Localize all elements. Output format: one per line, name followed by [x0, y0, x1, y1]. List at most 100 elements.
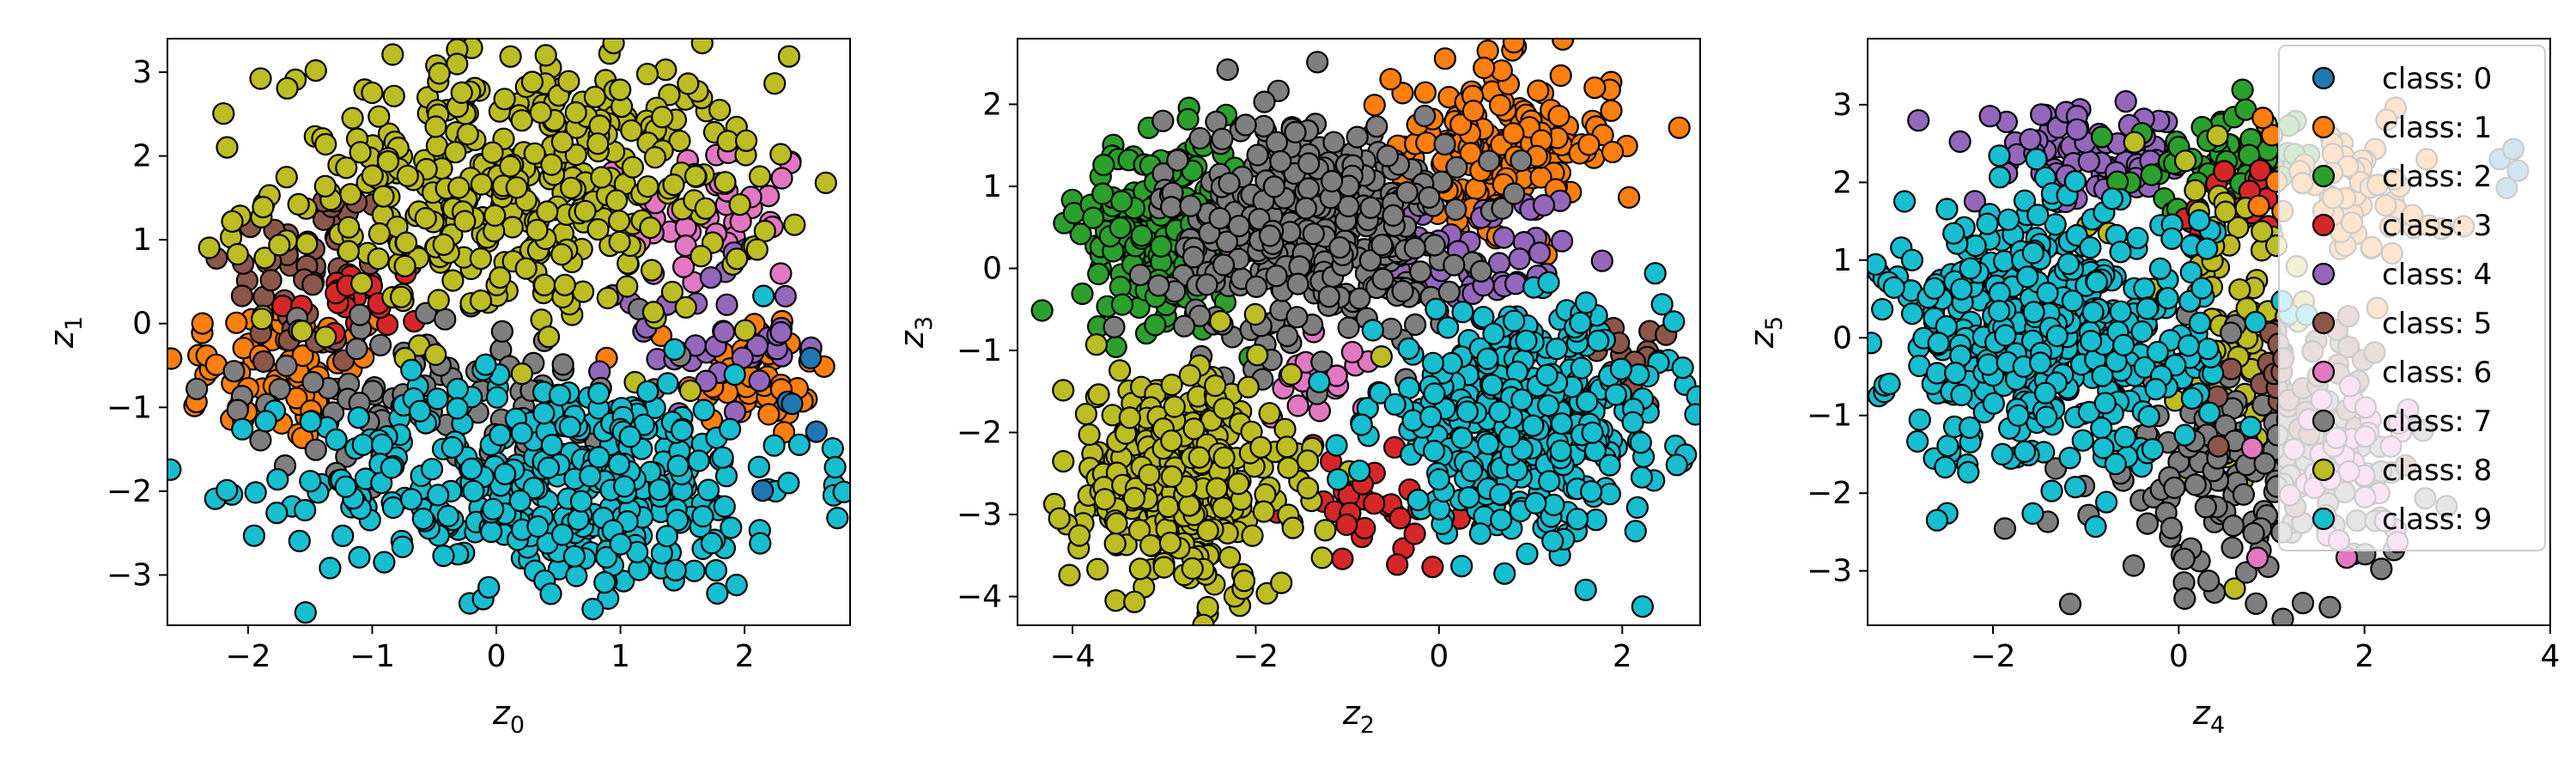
point [1577, 133, 1601, 156]
point [1598, 453, 1621, 477]
point [1058, 563, 1081, 587]
point [335, 156, 358, 180]
point [1286, 272, 1309, 295]
point [666, 454, 690, 478]
point [1279, 362, 1303, 386]
point [1359, 196, 1382, 219]
point [191, 312, 214, 335]
point [1188, 304, 1212, 327]
point [485, 386, 509, 409]
point [400, 358, 423, 381]
y-tick-label: 2 [1832, 165, 1852, 200]
point [185, 377, 209, 400]
point [1490, 508, 1513, 532]
point [1433, 132, 1456, 156]
point [751, 478, 775, 502]
point [1227, 472, 1250, 496]
point [1468, 522, 1492, 545]
point [2109, 240, 2132, 264]
point [1576, 390, 1599, 413]
point [2123, 131, 2146, 154]
point [2029, 351, 2052, 374]
point [1306, 51, 1329, 74]
point [1067, 524, 1091, 547]
point [265, 501, 289, 525]
point [2227, 216, 2250, 239]
point [1994, 324, 2017, 347]
point [581, 597, 605, 621]
point [347, 406, 370, 429]
point [1071, 282, 1094, 306]
point [1294, 197, 1318, 220]
point [1244, 275, 1268, 298]
scatter-panel-1: −4 −2 0 2 −4 −3 −2 −1 0 1 2 z2 z3 [893, 38, 1701, 739]
point [748, 165, 772, 188]
point [275, 354, 298, 377]
point [1216, 58, 1239, 82]
point [1413, 104, 1437, 128]
point [1472, 306, 1495, 329]
point [450, 81, 473, 105]
point [704, 558, 728, 582]
point [391, 535, 414, 558]
point [691, 504, 714, 528]
point [2231, 78, 2254, 101]
point [348, 545, 371, 569]
point [745, 238, 769, 261]
point [1177, 494, 1201, 517]
point [470, 173, 494, 196]
point [459, 457, 483, 481]
point [1547, 105, 1571, 128]
point [2184, 179, 2207, 202]
point [1276, 325, 1299, 348]
point [1084, 333, 1109, 356]
point [1503, 309, 1526, 332]
point [1868, 253, 1887, 276]
point [621, 155, 645, 179]
point [1249, 435, 1273, 459]
point [2194, 496, 2217, 519]
point [2025, 148, 2048, 171]
point [832, 480, 850, 503]
point [1179, 194, 1202, 217]
point [2207, 435, 2230, 458]
point [1346, 125, 1369, 149]
point [2109, 300, 2132, 323]
point [1457, 485, 1480, 509]
point [593, 570, 617, 594]
point [607, 453, 631, 476]
point [678, 379, 702, 402]
point [453, 210, 477, 233]
legend-marker [2312, 115, 2336, 139]
point [1270, 571, 1293, 594]
point [1363, 94, 1386, 117]
point [1598, 483, 1622, 506]
point [1139, 533, 1163, 557]
legend-entry-label: class: 4 [2382, 258, 2492, 292]
point [532, 273, 556, 296]
point [373, 551, 396, 574]
cluster-class-9-1-8 [1308, 262, 1700, 618]
point [295, 232, 319, 255]
point [1365, 115, 1388, 138]
point [1246, 344, 1269, 367]
point [1473, 56, 1496, 80]
point [1459, 142, 1482, 165]
point [276, 76, 299, 100]
point [712, 320, 736, 344]
x-tick-label: 2 [735, 639, 755, 674]
point [1963, 190, 1986, 213]
point [2130, 320, 2154, 344]
point [2033, 381, 2057, 405]
point [1900, 302, 1924, 326]
point [668, 130, 691, 153]
point [1243, 302, 1267, 326]
point [752, 284, 775, 307]
point [1160, 429, 1183, 453]
point [1227, 215, 1251, 238]
point [1123, 590, 1146, 613]
point [1665, 453, 1688, 477]
point [1285, 306, 1309, 329]
point [254, 410, 277, 433]
point [2057, 253, 2081, 276]
